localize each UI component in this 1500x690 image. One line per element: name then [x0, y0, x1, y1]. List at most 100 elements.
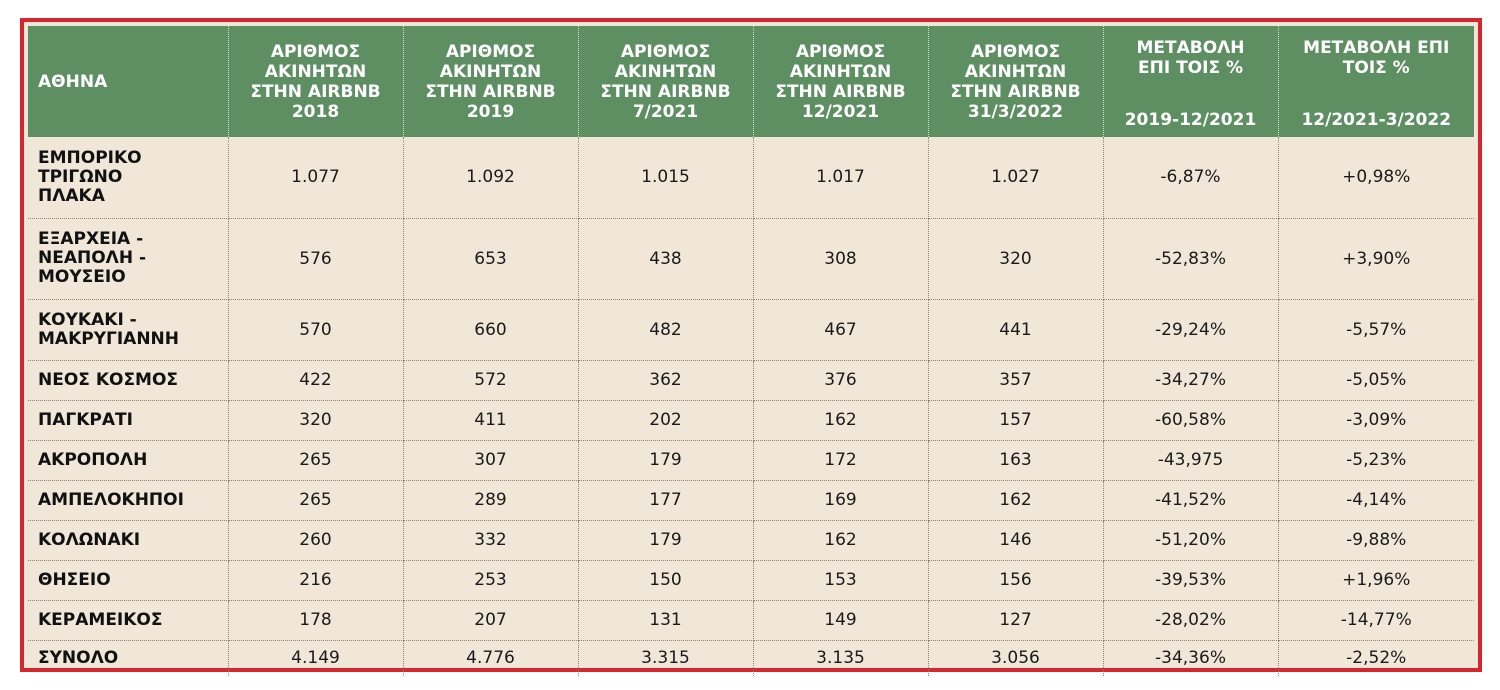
airbnb-athens-table: ΑΘΗΝΑ ΑΡΙΘΜΟΣ ΑΚΙΝΗΤΩΝ ΣΤΗΝ AIRBNB 2018 ΑΡΙΘΜ… [28, 26, 1474, 676]
table-row: ΑΜΠΕΛΟΚΗΠΟΙ 265 289 177 169 162 -41,52% -4,14% [28, 480, 1474, 521]
area-name-line: ΑΜΠΕΛΟΚΗΠΟΙ [38, 489, 184, 510]
area-name-line: ΚΟΛΩΝΑΚΙ [38, 529, 141, 550]
change-percent-cell: -9,88% [1278, 520, 1474, 561]
listing-count-cell: 289 [403, 480, 579, 521]
listing-count-cell: 177 [578, 480, 754, 521]
change-percent-cell: -41,52% [1103, 480, 1279, 521]
area-cell: ΚΟΛΩΝΑΚΙ [28, 520, 229, 561]
listing-count-cell: 157 [928, 400, 1104, 441]
column-header-line: ΤΟΙΣ % [1342, 58, 1410, 78]
listing-count-cell: 4.149 [228, 640, 404, 676]
listing-count-cell: 411 [403, 400, 579, 441]
listing-count-cell: 179 [578, 440, 754, 481]
listing-count-cell: 467 [753, 299, 929, 361]
change-percent-cell: -52,83% [1103, 218, 1279, 300]
listing-count-cell: 131 [578, 600, 754, 641]
table-row: ΚΟΥΚΑΚΙ - ΜΑΚΡΥΓΙΑΝΝΗ 570 660 482 467 441 -29,2… [28, 299, 1474, 361]
area-name-line: ΠΑΓΚΡΑΤΙ [38, 409, 133, 430]
area-name-line: ΤΡΙΓΩΝΟ [38, 166, 123, 187]
table-row: ΝΕΟΣ ΚΟΣΜΟΣ 422 572 362 376 357 -34,27% -5,05% [28, 360, 1474, 401]
table-row: ΕΜΠΟΡΙΚΟ ΤΡΙΓΩΝΟ ΠΛΑΚΑ 1.077 1.092 1.015 1.017… [28, 137, 1474, 219]
area-cell: ΑΚΡΟΠΟΛΗ [28, 440, 229, 481]
listing-count-cell: 179 [578, 520, 754, 561]
listing-count-cell: 1.077 [228, 137, 404, 219]
listing-count-cell: 1.027 [928, 137, 1104, 219]
area-name-line: ΣΥΝΟΛΟ [38, 647, 119, 668]
column-header-line: ΜΕΤΑΒΟΛΗ ΕΠΙ [1303, 38, 1450, 58]
column-header: ΑΡΙΘΜΟΣ ΑΚΙΝΗΤΩΝ ΣΤΗΝ AIRBNB 31/3/2022 [928, 26, 1104, 137]
area-cell: ΣΥΝΟΛΟ [28, 640, 229, 676]
column-header-line: ΣΤΗΝ AIRBNB [775, 81, 906, 102]
listing-count-cell: 660 [403, 299, 579, 361]
column-header: ΑΡΙΘΜΟΣ ΑΚΙΝΗΤΩΝ ΣΤΗΝ AIRBNB 2018 [228, 26, 404, 137]
area-name-line: ΕΜΠΟΡΙΚΟ [38, 147, 142, 168]
column-header-line: ΑΚΙΝΗΤΩΝ [264, 61, 367, 82]
column-header-line: ΜΕΤΑΒΟΛΗ [1136, 38, 1245, 58]
area-name-line: ΜΟΥΣΕΙΟ [38, 267, 126, 287]
change-percent-cell: -60,58% [1103, 400, 1279, 441]
column-header-line: 7/2021 [632, 101, 699, 122]
table-frame: ΑΘΗΝΑ ΑΡΙΘΜΟΣ ΑΚΙΝΗΤΩΝ ΣΤΗΝ AIRBNB 2018 ΑΡΙΘΜ… [20, 18, 1482, 676]
listing-count-cell: 1.017 [753, 137, 929, 219]
change-percent-cell: -4,14% [1278, 480, 1474, 521]
area-cell: ΕΜΠΟΡΙΚΟ ΤΡΙΓΩΝΟ ΠΛΑΚΑ [28, 137, 229, 219]
area-cell: ΘΗΣΕΙΟ [28, 560, 229, 601]
change-percent-cell: -6,87% [1103, 137, 1279, 219]
column-header-line: 31/3/2022 [967, 101, 1064, 122]
column-header-line: ΑΡΙΘΜΟΣ [445, 41, 536, 62]
column-header-line: ΑΡΙΘΜΟΣ [795, 41, 886, 62]
listing-count-cell: 156 [928, 560, 1104, 601]
listing-count-cell: 169 [753, 480, 929, 521]
listing-count-cell: 150 [578, 560, 754, 601]
column-header-line: ΑΡΙΘΜΟΣ [620, 41, 711, 62]
column-header: ΜΕΤΑΒΟΛΗ ΕΠΙ ΤΟΙΣ % 12/2021-3/2022 [1278, 26, 1474, 137]
listing-count-cell: 482 [578, 299, 754, 361]
column-header-line: 12/2021 [801, 101, 880, 122]
listing-count-cell: 207 [403, 600, 579, 641]
area-cell: ΚΕΡΑΜΕΙΚΟΣ [28, 600, 229, 641]
listing-count-cell: 332 [403, 520, 579, 561]
area-cell: ΝΕΟΣ ΚΟΣΜΟΣ [28, 360, 229, 401]
listing-count-cell: 162 [928, 480, 1104, 521]
listing-count-cell: 576 [228, 218, 404, 300]
column-header-line: 2019 [466, 101, 515, 122]
listing-count-cell: 216 [228, 560, 404, 601]
listing-count-cell: 308 [753, 218, 929, 300]
change-percent-cell: -29,24% [1103, 299, 1279, 361]
listing-count-cell: 438 [578, 218, 754, 300]
listing-count-cell: 376 [753, 360, 929, 401]
column-header-line: ΕΠΙ ΤΟΙΣ % [1137, 58, 1244, 78]
column-header: ΜΕΤΑΒΟΛΗ ΕΠΙ ΤΟΙΣ % 2019-12/2021 [1103, 26, 1279, 137]
area-name-line: ΚΕΡΑΜΕΙΚΟΣ [38, 609, 163, 630]
column-header-line: ΑΚΙΝΗΤΩΝ [789, 61, 892, 82]
listing-count-cell: 441 [928, 299, 1104, 361]
listing-count-cell: 320 [928, 218, 1104, 300]
listing-count-cell: 127 [928, 600, 1104, 641]
column-header-line: ΣΤΗΝ AIRBNB [250, 81, 381, 102]
change-percent-cell: -39,53% [1103, 560, 1279, 601]
listing-count-cell: 307 [403, 440, 579, 481]
column-header-line: ΑΘΗΝΑ [38, 71, 108, 92]
listing-count-cell: 265 [228, 440, 404, 481]
area-name-line: ΝΕΑΠΟΛΗ - [38, 248, 147, 268]
column-header: ΑΘΗΝΑ [28, 26, 229, 137]
area-cell: ΚΟΥΚΑΚΙ - ΜΑΚΡΥΓΙΑΝΝΗ [28, 299, 229, 361]
listing-count-cell: 320 [228, 400, 404, 441]
table-row: ΕΞΑΡΧΕΙΑ - ΝΕΑΠΟΛΗ - ΜΟΥΣΕΙΟ 576 653 438 308 32… [28, 218, 1474, 300]
listing-count-cell: 357 [928, 360, 1104, 401]
column-header-period: 2019-12/2021 [1124, 110, 1257, 130]
table-row: ΘΗΣΕΙΟ 216 253 150 153 156 -39,53% +1,96% [28, 560, 1474, 601]
column-header-line: ΑΚΙΝΗΤΩΝ [614, 61, 717, 82]
column-header: ΑΡΙΘΜΟΣ ΑΚΙΝΗΤΩΝ ΣΤΗΝ AIRBNB 7/2021 [578, 26, 754, 137]
listing-count-cell: 178 [228, 600, 404, 641]
listing-count-cell: 149 [753, 600, 929, 641]
listing-count-cell: 3.315 [578, 640, 754, 676]
change-percent-cell: +0,98% [1278, 137, 1474, 219]
change-percent-cell: -34,27% [1103, 360, 1279, 401]
column-header-line: ΣΤΗΝ AIRBNB [950, 81, 1081, 102]
listing-count-cell: 3.135 [753, 640, 929, 676]
listing-count-cell: 153 [753, 560, 929, 601]
area-name-line: ΑΚΡΟΠΟΛΗ [38, 449, 148, 470]
listing-count-cell: 172 [753, 440, 929, 481]
column-header-period: 12/2021-3/2022 [1301, 110, 1452, 130]
